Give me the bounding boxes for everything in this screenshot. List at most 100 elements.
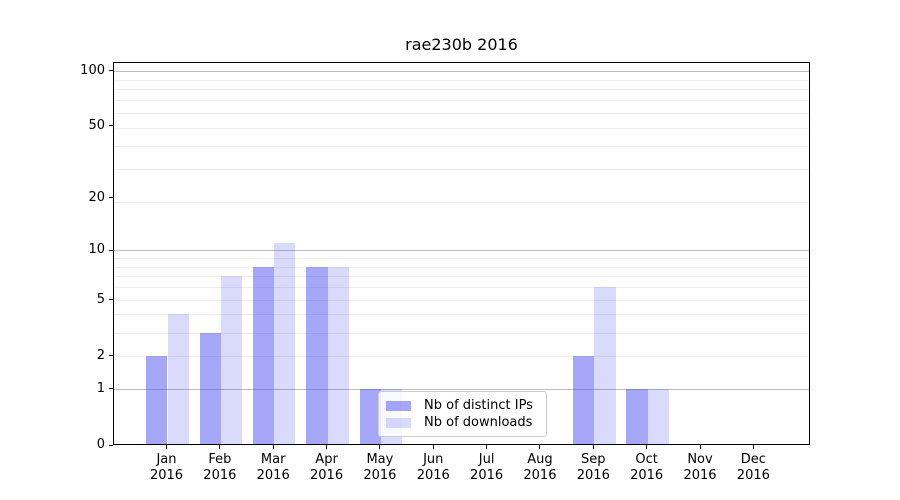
- legend-label-distinct-ips: Nb of distinct IPs: [424, 397, 533, 413]
- x-tick-label-jan: Jan 2016: [150, 452, 183, 484]
- x-tick-mark: [272, 445, 274, 449]
- x-tick-month: Nov: [687, 452, 713, 467]
- legend-swatch-distinct-ips: [386, 400, 411, 411]
- major-gridline: [114, 388, 809, 390]
- minor-gridline: [114, 314, 809, 316]
- plot-area: [113, 62, 810, 445]
- x-tick-year: 2016: [416, 468, 450, 483]
- minor-gridline: [114, 299, 809, 301]
- bar-mar-downloads: [274, 243, 296, 444]
- y-tick-label: 2: [96, 347, 105, 363]
- x-tick-label-aug: Aug 2016: [523, 452, 556, 484]
- x-tick-mark: [166, 445, 167, 449]
- x-tick-month: Jan: [156, 452, 177, 467]
- x-tick-mark: [592, 445, 594, 449]
- bar-sep-distinct-ips: [573, 355, 595, 444]
- x-tick-year: 2016: [630, 468, 664, 483]
- y-tick-mark: [109, 70, 113, 72]
- bar-mar-distinct-ips: [252, 266, 275, 444]
- minor-gridline: [114, 201, 809, 203]
- minor-gridline: [114, 332, 809, 334]
- minor-gridline: [114, 112, 809, 114]
- minor-gridline: [114, 287, 809, 289]
- y-tick-mark: [109, 197, 113, 199]
- bar-feb-distinct-ips: [199, 332, 221, 444]
- minor-gridline: [114, 276, 809, 278]
- major-gridline: [114, 250, 809, 252]
- minor-gridline: [114, 258, 809, 260]
- y-tick-mark: [109, 299, 113, 301]
- x-tick-year: 2016: [203, 468, 237, 483]
- x-tick-month: Sep: [581, 452, 606, 467]
- x-tick-month: Jun: [423, 452, 444, 467]
- x-tick-month: Mar: [260, 452, 286, 467]
- minor-gridline: [114, 145, 809, 147]
- legend-label-downloads: Nb of downloads: [424, 414, 533, 430]
- x-tick-year: 2016: [736, 468, 770, 483]
- x-tick-month: May: [366, 452, 394, 467]
- x-tick-mark: [486, 445, 488, 449]
- bar-jan-downloads: [167, 314, 189, 444]
- x-tick-label-nov: Nov 2016: [683, 452, 716, 484]
- bar-oct-distinct-ips: [626, 388, 648, 444]
- x-tick-label-feb: Feb 2016: [203, 452, 236, 484]
- x-tick-month: Oct: [635, 452, 658, 467]
- y-tick-label: 100: [80, 62, 105, 78]
- x-tick-label-mar: Mar 2016: [257, 452, 290, 484]
- x-tick-label-apr: Apr 2016: [310, 452, 343, 484]
- x-tick-month: Jul: [478, 452, 495, 467]
- minor-gridline: [114, 89, 809, 91]
- x-tick-month: Apr: [315, 452, 338, 467]
- x-tick-month: Dec: [740, 452, 766, 467]
- x-tick-label-jul: Jul 2016: [470, 452, 503, 484]
- x-tick-mark: [646, 445, 648, 449]
- x-tick-month: Feb: [208, 452, 232, 467]
- y-tick-label: 1: [96, 380, 105, 396]
- bar-may-distinct-ips: [359, 388, 381, 444]
- x-tick-mark: [539, 445, 541, 449]
- minor-gridline: [114, 100, 809, 102]
- bar-feb-downloads: [220, 276, 243, 444]
- x-tick-year: 2016: [683, 468, 717, 483]
- x-tick-year: 2016: [149, 468, 184, 483]
- chart-title: rae230b 2016: [405, 35, 518, 54]
- y-tick-mark: [109, 444, 113, 446]
- x-tick-label-sep: Sep 2016: [577, 452, 610, 484]
- y-tick-label: 5: [96, 291, 105, 307]
- y-tick-label: 20: [88, 189, 105, 205]
- minor-gridline: [114, 266, 809, 268]
- x-tick-mark: [379, 445, 381, 449]
- y-tick-label: 0: [96, 437, 105, 452]
- x-tick-label-jun: Jun 2016: [417, 452, 450, 484]
- legend-entry-distinct-ips: Nb of distinct IPs: [386, 398, 539, 414]
- legend-swatch-downloads: [386, 417, 411, 428]
- y-tick-mark: [109, 388, 113, 390]
- bar-oct-downloads: [647, 388, 669, 444]
- bar-sep-downloads: [594, 287, 616, 444]
- legend-entry-downloads: Nb of downloads: [386, 415, 539, 431]
- x-tick-mark: [326, 445, 328, 449]
- x-tick-year: 2016: [363, 468, 397, 483]
- x-tick-year: 2016: [256, 468, 290, 483]
- x-tick-mark: [219, 445, 221, 449]
- y-tick-mark: [109, 249, 113, 251]
- x-tick-mark: [699, 445, 701, 449]
- x-tick-mark: [432, 445, 434, 449]
- minor-gridline: [114, 169, 809, 171]
- minor-gridline: [114, 79, 809, 81]
- x-tick-year: 2016: [523, 468, 557, 483]
- y-tick-label: 50: [88, 117, 105, 133]
- x-tick-label-may: May 2016: [363, 452, 396, 484]
- x-tick-label-oct: Oct 2016: [630, 452, 663, 484]
- x-tick-year: 2016: [310, 468, 344, 483]
- x-tick-mark: [752, 445, 754, 449]
- y-tick-mark: [109, 125, 113, 127]
- x-tick-label-dec: Dec 2016: [737, 452, 770, 484]
- bar-apr-downloads: [327, 266, 349, 444]
- y-tick-mark: [109, 355, 113, 357]
- bar-apr-distinct-ips: [306, 266, 328, 444]
- x-tick-year: 2016: [576, 468, 610, 483]
- legend: Nb of distinct IPs Nb of downloads: [378, 391, 547, 437]
- y-tick-label: 10: [88, 242, 105, 258]
